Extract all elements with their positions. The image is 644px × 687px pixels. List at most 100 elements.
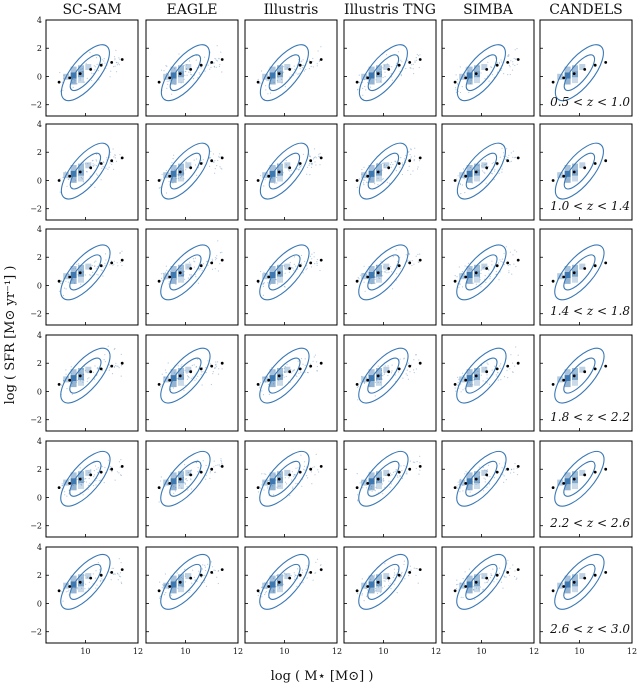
scatter-point <box>384 71 386 73</box>
heatmap-cell <box>170 587 177 594</box>
scatter-point <box>185 478 187 480</box>
scatter-point <box>283 376 285 378</box>
scatter-point <box>516 251 518 253</box>
heatmap-cell <box>564 575 571 582</box>
heatmap-cell <box>78 264 84 271</box>
median-point <box>418 156 422 160</box>
scatter-point <box>374 278 376 280</box>
scatter-point <box>490 573 492 575</box>
scatter-point <box>212 260 214 262</box>
scatter-point <box>408 253 410 255</box>
scatter-point <box>113 263 115 265</box>
scatter-point <box>67 583 69 586</box>
scatter-point <box>183 78 185 80</box>
scatter-point <box>68 589 70 591</box>
scatter-point <box>300 165 302 167</box>
scatter-point <box>416 568 418 570</box>
scatter-point <box>82 181 84 183</box>
scatter-point <box>205 474 207 476</box>
scatter-point <box>213 62 215 64</box>
scatter-point <box>375 276 377 278</box>
scatter-point <box>508 55 510 57</box>
panel-frame <box>343 334 437 432</box>
scatter-point <box>119 572 122 574</box>
scatter-point <box>407 169 409 172</box>
heatmap-cell <box>277 586 283 593</box>
heatmap-cell <box>383 64 390 70</box>
outer-contour <box>60 44 110 102</box>
scatter-point <box>303 468 305 470</box>
scatter-point <box>207 64 209 66</box>
scatter-point <box>102 266 104 268</box>
outer-contour <box>259 450 310 507</box>
scatter-point <box>478 466 480 468</box>
scatter-point <box>87 372 89 374</box>
heatmap-cell <box>466 369 473 376</box>
scatter-point <box>160 69 163 71</box>
scatter-point <box>82 68 84 70</box>
scatter-point <box>406 473 408 475</box>
scatter-point <box>108 166 110 168</box>
heatmap-cell <box>376 276 382 283</box>
panel <box>145 334 239 432</box>
heatmap-cell <box>85 162 92 169</box>
scatter-point <box>116 471 118 473</box>
scatter-point <box>455 74 457 76</box>
scatter-point <box>115 362 117 364</box>
scatter-point <box>307 572 310 574</box>
scatter-point <box>217 464 219 466</box>
median-point <box>57 179 61 182</box>
scatter-point <box>119 252 121 254</box>
scatter-point <box>214 364 217 366</box>
scatter-point <box>509 161 511 163</box>
scatter-point <box>92 485 95 487</box>
scatter-point <box>294 576 296 578</box>
scatter-point <box>293 263 295 265</box>
scatter-point <box>90 67 92 69</box>
median-point <box>408 159 412 163</box>
outer-contour <box>358 554 409 610</box>
scatter-point <box>72 86 74 88</box>
scatter-point <box>377 177 379 179</box>
x-tick-label: 10 <box>180 647 190 656</box>
median-point <box>593 470 597 474</box>
scatter-point <box>412 63 414 65</box>
scatter-point <box>182 371 185 373</box>
heatmap-cell <box>70 587 77 594</box>
scatter-point <box>179 578 181 580</box>
scatter-point <box>379 68 381 70</box>
scatter-point <box>96 63 98 65</box>
scatter-point <box>85 477 87 480</box>
scatter-point <box>76 587 79 589</box>
scatter-point <box>85 62 87 64</box>
scatter-point <box>384 372 386 374</box>
scatter-point <box>108 369 110 371</box>
scatter-point <box>465 67 467 69</box>
scatter-point <box>484 172 486 174</box>
inner-contour <box>268 254 301 291</box>
scatter-point <box>283 264 285 266</box>
scatter-point <box>215 365 218 367</box>
scatter-point <box>400 157 402 159</box>
scatter-point <box>114 154 116 156</box>
panel <box>145 123 239 221</box>
scatter-point <box>313 466 315 468</box>
panel <box>244 334 338 432</box>
median-point <box>485 370 489 374</box>
heatmap-cell <box>564 176 571 183</box>
scatter-point <box>291 266 293 269</box>
heatmap-cell <box>269 381 276 388</box>
panel: 10 12 <box>343 546 441 656</box>
scatter-point <box>509 73 511 76</box>
scatter-point <box>505 469 507 471</box>
scatter-point <box>116 62 118 64</box>
median-point <box>68 76 72 80</box>
y-tick-label: 4 <box>37 543 42 552</box>
scatter-point <box>202 564 204 566</box>
scatter-point <box>168 180 170 183</box>
scatter-point <box>118 64 120 66</box>
scatter-point <box>261 586 263 588</box>
scatter-point <box>93 261 96 263</box>
scatter-point <box>94 365 96 367</box>
